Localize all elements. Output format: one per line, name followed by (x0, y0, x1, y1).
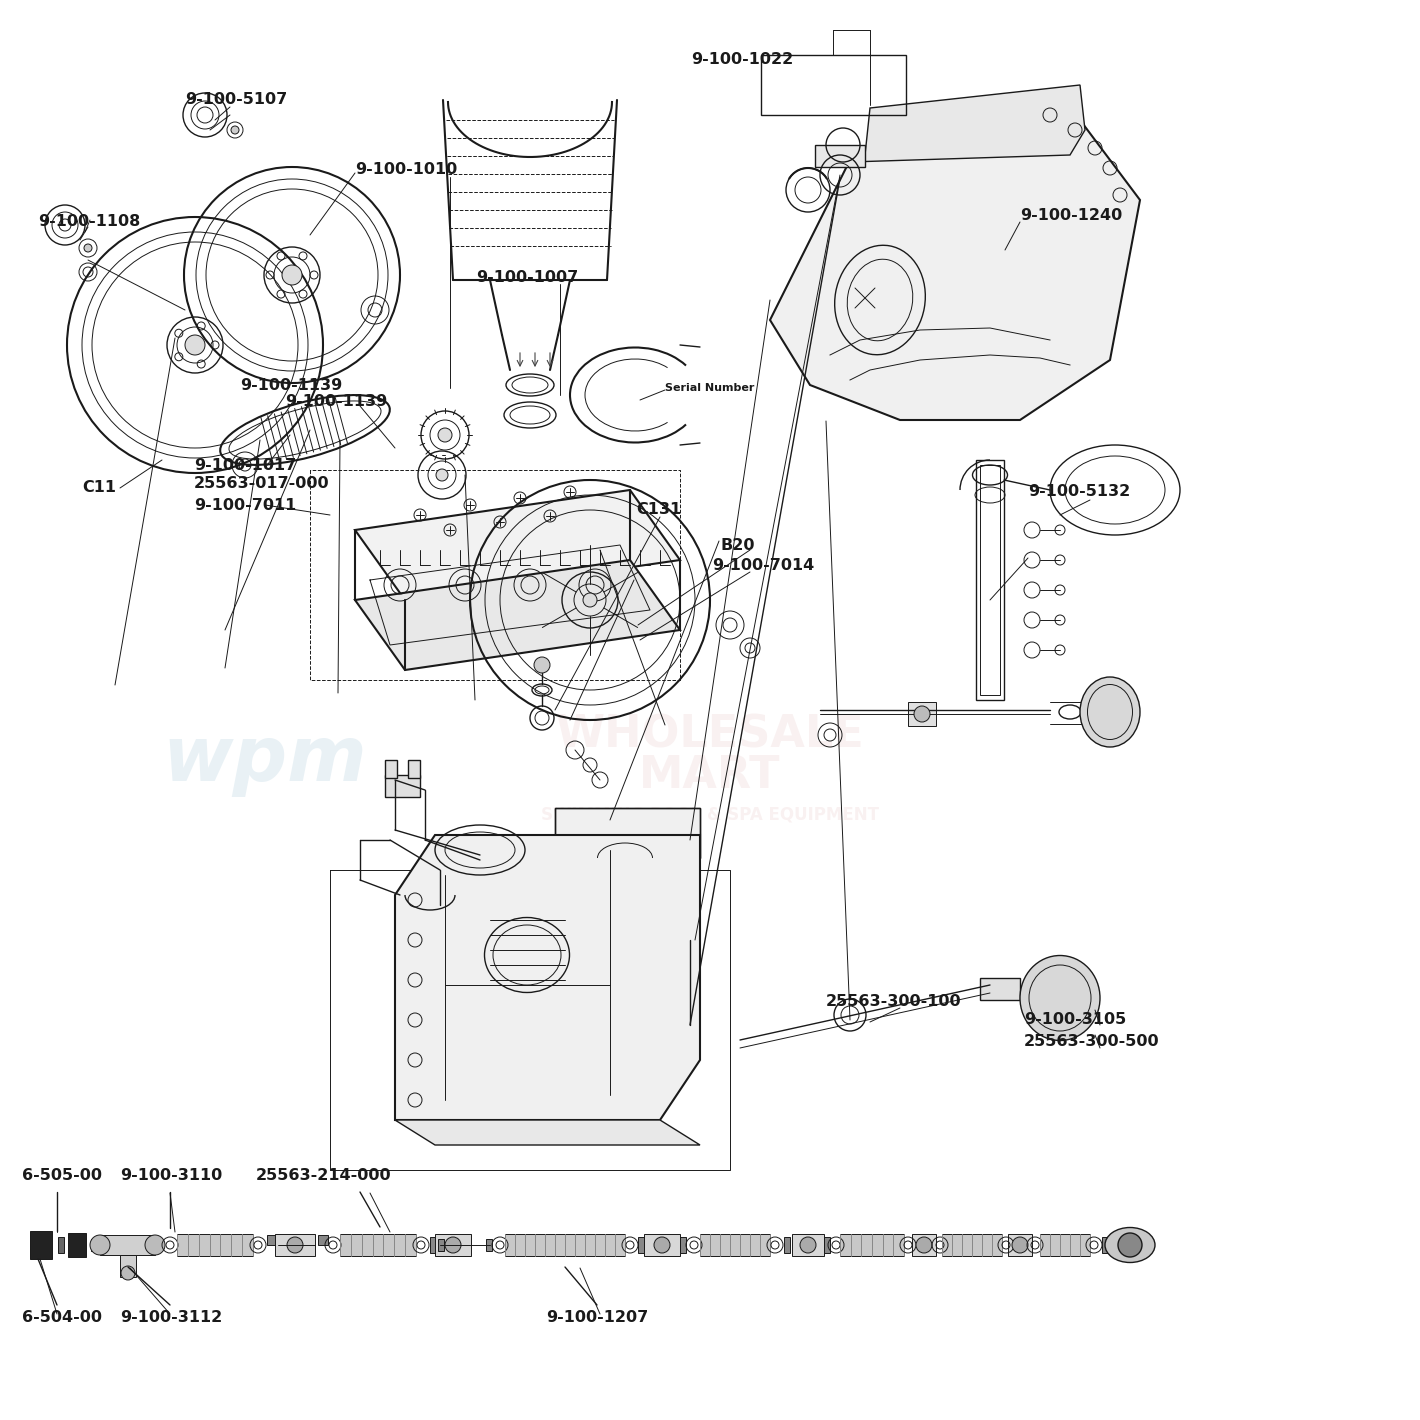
Bar (275, 1234, 315, 1257)
Text: 9-100-3105: 9-100-3105 (1024, 1012, 1126, 1028)
Text: 25563-017-000: 25563-017-000 (195, 477, 329, 491)
Text: C131: C131 (636, 503, 682, 517)
Text: C11: C11 (82, 480, 116, 496)
Bar (907, 701, 936, 726)
Bar (58, 1237, 64, 1252)
Bar (815, 145, 865, 168)
Bar (408, 760, 420, 778)
Text: 9-100-1139: 9-100-1139 (285, 395, 388, 409)
Bar (792, 1234, 824, 1257)
Text: 9-100-1010: 9-100-1010 (355, 162, 457, 178)
Bar (824, 1237, 831, 1252)
Bar (700, 1234, 770, 1257)
Circle shape (121, 1267, 135, 1279)
Text: 9-100-5107: 9-100-5107 (185, 92, 287, 108)
Bar (841, 1234, 905, 1257)
Circle shape (437, 427, 452, 442)
Circle shape (534, 657, 550, 673)
Bar (385, 760, 398, 778)
Text: 9-100-1022: 9-100-1022 (692, 53, 794, 68)
Circle shape (287, 1237, 302, 1252)
Bar (430, 1237, 436, 1252)
Bar (437, 1240, 444, 1251)
Circle shape (231, 126, 239, 133)
Circle shape (185, 335, 204, 355)
Bar (267, 1235, 277, 1245)
Text: 6-505-00: 6-505-00 (21, 1167, 102, 1183)
Bar (941, 1234, 1003, 1257)
Circle shape (655, 1237, 670, 1252)
Polygon shape (355, 559, 680, 670)
Circle shape (444, 1237, 462, 1252)
Text: 6-504-00: 6-504-00 (21, 1311, 102, 1325)
Bar (68, 1233, 87, 1257)
Polygon shape (851, 85, 1085, 162)
Bar (339, 1234, 416, 1257)
Circle shape (916, 1237, 932, 1252)
Bar (121, 1255, 136, 1277)
Text: Serial Number: Serial Number (665, 383, 754, 393)
Bar (318, 1235, 328, 1245)
Circle shape (145, 1235, 165, 1255)
Text: 9-100-1240: 9-100-1240 (1020, 207, 1122, 223)
Text: 25563-214-000: 25563-214-000 (256, 1167, 392, 1183)
Bar (555, 808, 700, 858)
Bar (486, 1240, 491, 1251)
Bar (506, 1234, 625, 1257)
Circle shape (914, 706, 930, 721)
Text: 9-100-3112: 9-100-3112 (121, 1311, 223, 1325)
Circle shape (436, 469, 447, 481)
Bar (435, 1234, 471, 1257)
Text: 9-100-1139: 9-100-1139 (240, 378, 342, 392)
Polygon shape (395, 1120, 700, 1145)
Bar (680, 1237, 686, 1252)
Bar (645, 1234, 680, 1257)
Polygon shape (395, 835, 700, 1120)
Bar (385, 775, 420, 797)
Bar (1102, 1237, 1108, 1252)
Circle shape (283, 266, 302, 285)
Text: WHOLESALE: WHOLESALE (555, 713, 865, 757)
Text: 9-100-1017: 9-100-1017 (195, 457, 297, 473)
Bar (761, 55, 906, 115)
Circle shape (1012, 1237, 1028, 1252)
Circle shape (584, 594, 596, 606)
Bar (91, 1240, 97, 1251)
Ellipse shape (1081, 677, 1140, 747)
Ellipse shape (1020, 956, 1100, 1041)
Text: 25563-300-500: 25563-300-500 (1024, 1035, 1160, 1049)
Text: 9-100-1207: 9-100-1207 (547, 1311, 649, 1325)
Bar (1039, 1234, 1091, 1257)
Circle shape (1118, 1233, 1142, 1257)
Text: wpm: wpm (163, 723, 368, 797)
Text: 9-100-5132: 9-100-5132 (1028, 484, 1130, 500)
Text: 9-100-1108: 9-100-1108 (38, 214, 141, 230)
Text: 25563-300-100: 25563-300-100 (826, 994, 961, 1010)
Bar (555, 808, 700, 858)
Text: SWIMMING POOL & SPA EQUIPMENT: SWIMMING POOL & SPA EQUIPMENT (541, 807, 879, 824)
Polygon shape (770, 121, 1140, 420)
Ellipse shape (1105, 1227, 1154, 1262)
Text: 9-100-3110: 9-100-3110 (121, 1167, 223, 1183)
Bar (976, 460, 1004, 700)
Bar (980, 978, 1020, 1000)
Text: 9-100-7014: 9-100-7014 (711, 558, 814, 572)
Bar (178, 1234, 253, 1257)
Text: 9-100-7011: 9-100-7011 (195, 497, 297, 513)
Bar (638, 1237, 645, 1252)
Bar (784, 1237, 790, 1252)
Bar (30, 1231, 53, 1260)
Circle shape (89, 1235, 109, 1255)
Text: 9-100-1007: 9-100-1007 (476, 270, 578, 284)
Text: B20: B20 (721, 538, 755, 552)
Circle shape (799, 1237, 816, 1252)
Bar (99, 1235, 155, 1255)
Circle shape (84, 244, 92, 251)
Bar (912, 1234, 936, 1257)
Bar (1008, 1234, 1032, 1257)
Text: MART: MART (639, 754, 781, 797)
Polygon shape (355, 490, 680, 601)
Bar (980, 464, 1000, 694)
